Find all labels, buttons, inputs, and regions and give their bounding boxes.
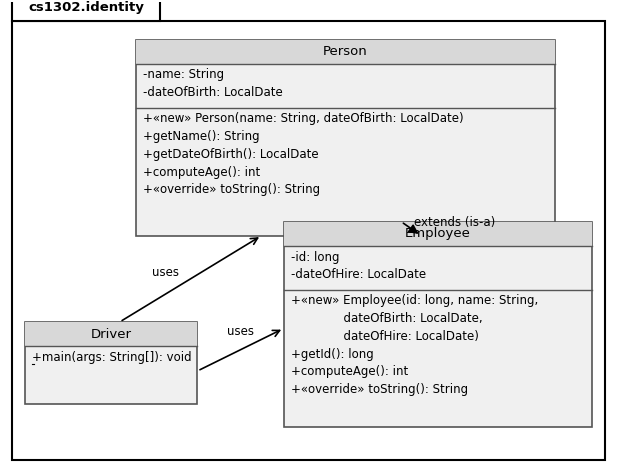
Text: +main(args: String[]): void: +main(args: String[]): void [32,351,192,364]
FancyBboxPatch shape [12,0,160,21]
Text: +getDateOfBirth(): LocalDate: +getDateOfBirth(): LocalDate [143,148,319,161]
Text: Employee: Employee [405,227,471,240]
FancyBboxPatch shape [136,39,555,235]
Text: dateOfBirth: LocalDate,: dateOfBirth: LocalDate, [291,312,483,325]
FancyBboxPatch shape [284,221,592,427]
FancyBboxPatch shape [284,221,592,246]
FancyBboxPatch shape [25,322,197,346]
Text: +computeAge(): int: +computeAge(): int [143,166,260,179]
Text: -id: long: -id: long [291,250,340,264]
Text: +«new» Employee(id: long, name: String,: +«new» Employee(id: long, name: String, [291,295,539,307]
Text: uses: uses [227,325,254,338]
FancyBboxPatch shape [25,322,197,404]
Text: Person: Person [323,45,368,58]
Text: +«override» toString(): String: +«override» toString(): String [291,383,468,396]
Text: uses: uses [152,266,180,279]
Text: extends (is-a): extends (is-a) [413,216,495,228]
Text: +computeAge(): int: +computeAge(): int [291,365,408,378]
Text: -dateOfBirth: LocalDate: -dateOfBirth: LocalDate [143,86,283,99]
Text: +«new» Person(name: String, dateOfBirth: LocalDate): +«new» Person(name: String, dateOfBirth:… [143,113,464,125]
Text: cs1302.identity: cs1302.identity [28,1,144,14]
Text: dateOfHire: LocalDate): dateOfHire: LocalDate) [291,330,479,343]
Text: +«override» toString(): String: +«override» toString(): String [143,183,320,197]
FancyBboxPatch shape [136,39,555,64]
Text: -dateOfHire: LocalDate: -dateOfHire: LocalDate [291,268,426,281]
Text: -name: String: -name: String [143,68,224,82]
Text: +getName(): String: +getName(): String [143,130,260,143]
Text: Driver: Driver [91,327,131,340]
FancyBboxPatch shape [12,21,605,460]
Text: +getId(): long: +getId(): long [291,348,374,361]
